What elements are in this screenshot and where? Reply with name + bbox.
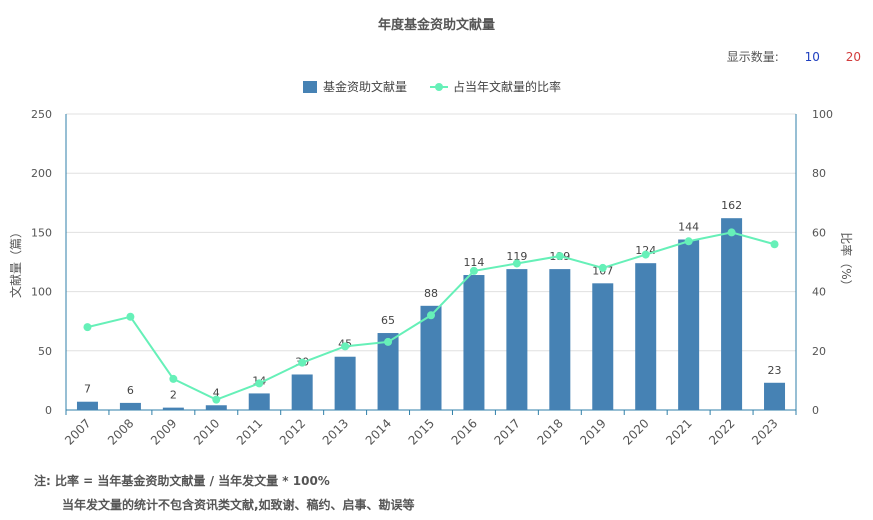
ratio-point: [512, 259, 521, 268]
y-left-tick-label: 250: [31, 108, 52, 121]
x-tick-label: 2015: [406, 416, 437, 447]
x-tick-label: 2008: [105, 416, 136, 447]
y-left-tick-label: 200: [31, 167, 52, 180]
bar-value-label: 4: [213, 386, 220, 399]
ratio-point: [384, 337, 393, 346]
legend-bar-swatch: [303, 81, 317, 93]
bar: [635, 263, 657, 410]
ratio-point: [469, 266, 478, 275]
ratio-point: [255, 379, 264, 388]
display-count-label: 显示数量:: [726, 50, 779, 64]
bar-value-label: 144: [678, 221, 699, 234]
ratio-point: [427, 311, 435, 320]
bar-value-label: 6: [127, 384, 134, 397]
legend-line-label: 占当年文献量的比率: [453, 79, 561, 94]
x-tick-label: 2016: [449, 416, 480, 447]
display-count-selector: 显示数量: 10 20: [727, 48, 861, 65]
ratio-point: [126, 312, 135, 321]
ratio-point: [770, 240, 779, 249]
x-tick-label: 2013: [320, 416, 351, 447]
bar: [291, 374, 313, 410]
bar: [377, 333, 399, 410]
bar: [592, 283, 614, 410]
x-tick-label: 2010: [191, 416, 222, 447]
display-count-option-20[interactable]: 20: [845, 50, 861, 64]
ratio-point: [212, 395, 221, 404]
y-left-tick-label: 50: [38, 345, 52, 358]
bar: [721, 218, 743, 410]
x-tick-label: 2022: [706, 416, 737, 447]
bar-value-label: 162: [721, 199, 742, 212]
legend-bar-label: 基金资助文献量: [323, 79, 407, 94]
chart-svg: 基金资助文献量 占当年文献量的比率 0 50 100 150 200 250 0 20 40 60 80…: [8, 79, 854, 448]
bar: [334, 356, 356, 410]
y-left-axis-title: 文献量（篇）: [8, 226, 23, 298]
bar: [205, 405, 227, 410]
ratio-point: [83, 323, 92, 332]
ratio-point: [555, 252, 564, 261]
y-right-axis-title: 比率（%）: [839, 232, 854, 291]
ratio-point: [341, 342, 350, 351]
x-tick-label: 2014: [363, 416, 394, 447]
bar: [463, 275, 485, 410]
ratio-point: [598, 263, 607, 272]
x-tick-label: 2020: [620, 416, 651, 447]
bar-value-label: 23: [768, 364, 782, 377]
y-left-tick-label: 100: [31, 286, 52, 299]
bar: [678, 239, 700, 410]
bar: [764, 382, 786, 410]
bar: [549, 269, 571, 410]
bar-value-label: 7: [84, 383, 91, 396]
y-left-tick-label: 0: [45, 404, 52, 417]
note-ratio-formula: 注: 比率 = 当年基金资助文献量 / 当年发文量 * 100%: [34, 474, 330, 488]
x-tick-label: 2017: [492, 416, 523, 447]
y-left-tick-label: 150: [31, 226, 52, 239]
bar-value-label: 65: [381, 314, 395, 327]
bar: [119, 402, 141, 410]
bar-value-label: 119: [506, 250, 527, 263]
ratio-point: [298, 358, 307, 367]
x-tick-label: 2023: [749, 416, 780, 447]
bar: [420, 305, 442, 410]
y-right-tick-label: 0: [812, 404, 819, 417]
x-tick-label: 2019: [577, 416, 608, 447]
display-count-option-10[interactable]: 10: [804, 50, 820, 64]
bar: [76, 401, 98, 410]
x-tick-label: 2012: [277, 416, 308, 447]
bar-value-label: 114: [463, 256, 484, 269]
bar-value-label: 88: [424, 287, 438, 300]
chart-title: 年度基金资助文献量: [377, 18, 495, 33]
x-tick-label: 2018: [534, 416, 565, 447]
ratio-point: [169, 374, 178, 383]
legend-line-marker: [435, 83, 443, 91]
ratio-point: [727, 228, 736, 237]
bar: [506, 269, 528, 410]
x-tick-label: 2021: [663, 416, 694, 447]
ratio-point: [641, 250, 650, 259]
y-right-tick-label: 60: [812, 226, 826, 239]
x-tick-label: 2009: [148, 416, 179, 447]
bar-value-label: 2: [170, 389, 177, 402]
y-right-tick-label: 40: [812, 286, 826, 299]
ratio-point: [684, 237, 693, 246]
y-right-tick-label: 80: [812, 167, 826, 180]
x-tick-label: 2007: [62, 416, 93, 447]
bar: [248, 393, 270, 410]
bar: [162, 407, 184, 410]
y-right-tick-label: 100: [812, 108, 833, 121]
note-exclusion: 当年发文量的统计不包含资讯类文献,如致谢、稿约、启事、勘误等: [62, 498, 415, 512]
y-right-tick-label: 20: [812, 345, 826, 358]
x-tick-label: 2011: [234, 416, 265, 447]
